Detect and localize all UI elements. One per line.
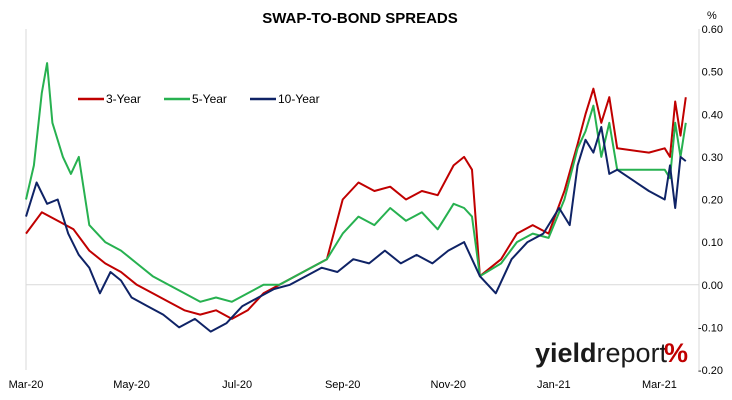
y-tick-label: 0.50 [702, 67, 723, 79]
chart-title: SWAP-TO-BOND SPREADS [262, 10, 458, 27]
logo-percent-text: % [664, 338, 688, 368]
y-tick-label: -0.20 [698, 365, 723, 377]
y-tick-label: 0.30 [702, 152, 723, 164]
logo-report-text: report [597, 338, 668, 368]
x-tick-label: Jan-21 [537, 379, 571, 391]
x-axis-ticks: Mar-20 May-20 Jul-20 Sep-20 Nov-20 Jan-21 Mar-… [9, 379, 677, 391]
x-tick-label: Mar-21 [642, 379, 677, 391]
y-tick-label: 0.40 [702, 109, 723, 121]
series-line-3-year [25, 87, 687, 320]
y-tick-label: 0.10 [702, 237, 723, 249]
y-axis-unit-label: % [707, 10, 717, 22]
svg-text:yieldreport: yieldreport [535, 338, 668, 368]
y-axis-ticks: 0.60 0.50 0.40 0.30 0.20 0.10 0.00 -0.10 -0.20 [698, 24, 723, 377]
legend-label: 10-Year [278, 92, 320, 106]
legend-label: 5-Year [192, 92, 227, 106]
x-tick-label: Jul-20 [222, 379, 252, 391]
y-tick-label: 0.60 [702, 24, 723, 36]
legend: 3-Year 5-Year 10-Year [78, 92, 320, 106]
series-lines [25, 62, 687, 333]
y-tick-label: 0.00 [702, 280, 723, 292]
series-line-10-year [25, 126, 687, 333]
x-tick-label: Sep-20 [325, 379, 360, 391]
legend-label: 3-Year [106, 92, 141, 106]
series-line-5-year [25, 62, 687, 303]
logo-yield-text: yield [535, 338, 597, 368]
y-tick-label: 0.20 [702, 195, 723, 207]
y-tick-label: -0.10 [698, 322, 723, 334]
x-tick-label: Nov-20 [431, 379, 466, 391]
yieldreport-logo: yieldreport % [535, 338, 688, 368]
x-tick-label: May-20 [113, 379, 150, 391]
x-tick-label: Mar-20 [9, 379, 44, 391]
